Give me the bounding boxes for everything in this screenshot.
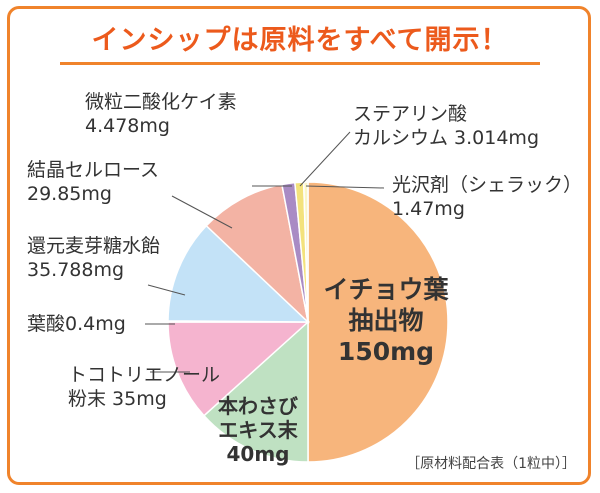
footnote: ［原材料配合表（1粒中）］ [406, 456, 576, 472]
slice-label-folic: 葉酸0.4mg [27, 313, 126, 335]
leader-line-stearate [299, 131, 351, 187]
leader-line-cellulose [171, 195, 233, 229]
pie-slice-wasabi [202, 320, 309, 463]
slice-label-tocotrienol: トコトリエノール粉末 35mg [68, 364, 220, 410]
slice-label-shellac: 光沢剤（シェラック） 1.47mg [392, 174, 582, 220]
slice-label-stearate: ステアリン酸カルシウム 3.014mg [353, 103, 539, 149]
pie-slice-maltose [167, 224, 310, 323]
slice-label-wasabi: 本わさびエキス末 40mg [218, 394, 299, 466]
slice-label-silica: 微粒二酸化ケイ素 4.478mg [85, 91, 237, 137]
leader-line-shellac [305, 185, 385, 189]
pie-slice-ginkgo [307, 181, 449, 463]
slice-label-cellulose: 結晶セルロース 29.85mg [27, 159, 159, 205]
title-underline [60, 62, 540, 65]
slice-label-maltose: 還元麦芽糖水飴 35.788mg [27, 235, 160, 281]
page-title: インシップは原料をすべて開示！ [91, 25, 509, 56]
pie-slice-cellulose [205, 183, 310, 325]
leader-line-maltose [147, 284, 186, 296]
slice-label-ginkgo: イチョウ葉抽出物 150mg [323, 275, 449, 366]
